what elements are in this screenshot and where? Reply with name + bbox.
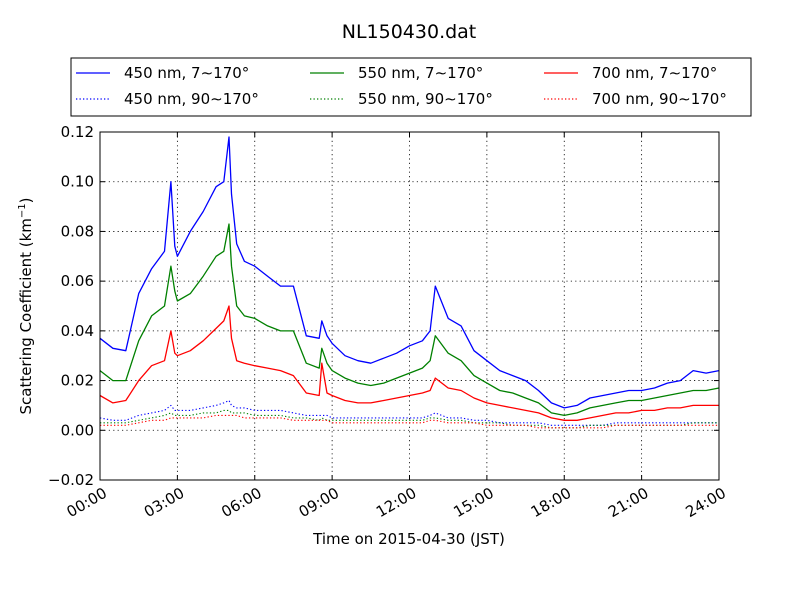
- legend-label: 550 nm, 90∼170°: [358, 90, 493, 108]
- x-axis-label: Time on 2015-04-30 (JST): [312, 530, 505, 548]
- series-line-5: [100, 414, 719, 429]
- legend-box: [70, 57, 752, 117]
- y-axis-label-close: ): [17, 197, 35, 203]
- legend-label: 700 nm, 90∼170°: [592, 90, 727, 108]
- legend-item: 550 nm, 90∼170°: [310, 90, 493, 108]
- series-line-0: [99, 136, 720, 409]
- series-line-1: [99, 223, 720, 417]
- y-tick-label: 0.08: [61, 222, 94, 240]
- y-tick-label: 0.00: [61, 421, 94, 439]
- y-tick-label: 0.04: [61, 322, 94, 340]
- legend-item: 700 nm, 7∼170°: [544, 64, 717, 82]
- plot-frame: [99, 131, 720, 481]
- legend-label: 700 nm, 7∼170°: [592, 64, 717, 82]
- legend-item: 450 nm, 90∼170°: [76, 90, 259, 108]
- y-tick-label: 0.10: [61, 173, 94, 191]
- y-tick-label: −0.02: [48, 471, 94, 489]
- legend: 450 nm, 7∼170° 550 nm, 7∼170° 700 nm, 7∼17…: [70, 57, 752, 117]
- grid: [100, 132, 719, 480]
- y-axis-label-exponent: −1: [17, 203, 28, 218]
- legend-item: 450 nm, 7∼170°: [76, 64, 249, 82]
- legend-item: 550 nm, 7∼170°: [310, 64, 483, 82]
- series-line-4: [100, 409, 719, 429]
- legend-label: 450 nm, 7∼170°: [124, 64, 249, 82]
- series-line-2: [99, 305, 719, 421]
- legend-item: 700 nm, 90∼170°: [544, 90, 727, 108]
- y-tick-label: 0.06: [61, 272, 94, 290]
- y-tick-label: 0.12: [61, 123, 94, 141]
- series-layer: [99, 136, 720, 429]
- y-tick-label: 0.02: [61, 372, 94, 390]
- y-axis-label-text: Scattering Coefficient (km: [17, 218, 35, 414]
- chart-title: NL150430.dat: [342, 21, 477, 43]
- legend-label: 550 nm, 7∼170°: [358, 64, 483, 82]
- legend-label: 450 nm, 90∼170°: [124, 90, 259, 108]
- y-axis-label: Scattering Coefficient (km−1): [17, 197, 35, 414]
